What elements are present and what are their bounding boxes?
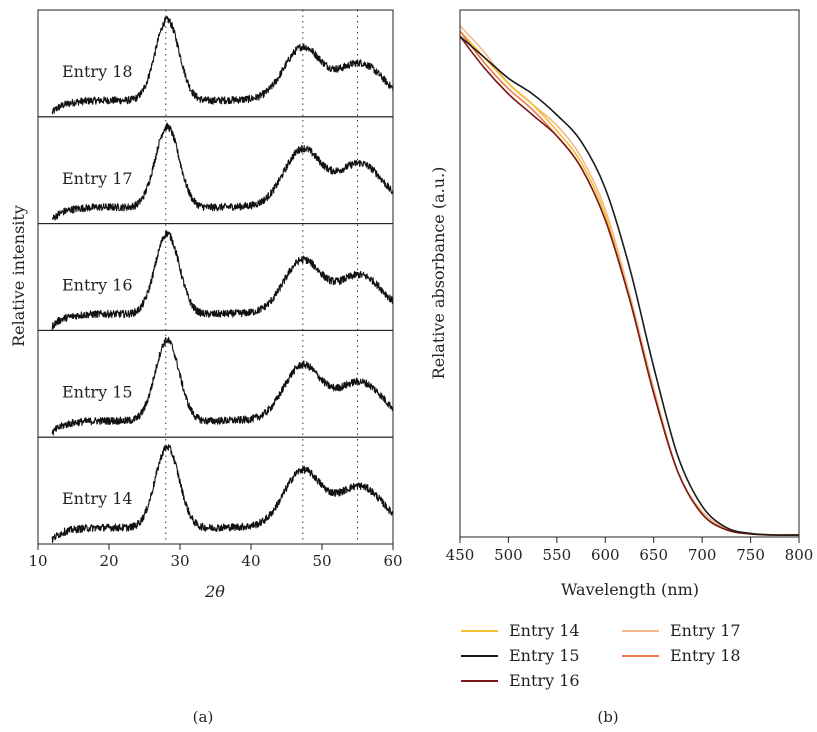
panel-label-b: (b) <box>597 708 618 726</box>
legend-label: Entry 14 <box>509 621 580 640</box>
reference-lines <box>165 10 358 544</box>
xrd-trace-entry-17 <box>51 122 394 221</box>
x-tick-label: 40 <box>241 552 260 570</box>
x-tick-label: 550 <box>543 546 572 564</box>
x-axis-title: Wavelength (nm) <box>561 580 699 599</box>
x-tick-label: 50 <box>312 552 331 570</box>
x-tick-label: 30 <box>170 552 189 570</box>
xrd-trace-entry-15 <box>51 336 394 436</box>
xrd-traces <box>51 15 394 543</box>
xrd-trace-entry-14 <box>51 444 394 543</box>
absorbance-curve-entry-14 <box>459 30 800 536</box>
absorbance-curve-entry-15 <box>459 35 800 536</box>
panel-b-absorbance-chart: 450 500 550 600 650 700 750 800 Wavelength (nm)… <box>429 9 814 726</box>
x-tick-label: 60 <box>383 552 402 570</box>
entry-label: Entry 16 <box>62 276 133 295</box>
legend: Entry 14 Entry 15 Entry 16 Entry 17 Entry 18 <box>461 621 741 690</box>
entry-labels: Entry 18 Entry 17 Entry 16 Entry 15 Entry 14 <box>62 62 133 508</box>
xrd-trace-entry-18 <box>51 15 394 115</box>
x-tick-label: 800 <box>785 546 814 564</box>
x-tick-label: 700 <box>688 546 717 564</box>
x-tick-label: 450 <box>446 546 475 564</box>
x-axis-ticks: 10 20 30 40 50 60 <box>28 544 403 570</box>
x-tick-label: 500 <box>494 546 523 564</box>
entry-label: Entry 15 <box>62 382 133 401</box>
absorbance-curve-entry-17 <box>459 25 800 536</box>
panel-a-xrd-chart: Entry 18 Entry 17 Entry 16 Entry 15 Entry 14… <box>9 9 403 726</box>
x-axis-ticks: 450 500 550 600 650 700 750 800 <box>446 537 814 564</box>
plot-frame <box>459 9 800 538</box>
x-tick-label: 750 <box>736 546 765 564</box>
entry-label: Entry 18 <box>62 62 133 81</box>
x-axis-title: 2θ <box>204 582 225 601</box>
stacked-panel-frames <box>37 9 394 545</box>
legend-label: Entry 17 <box>670 621 741 640</box>
absorbance-curve-entry-18 <box>459 30 800 536</box>
legend-label: Entry 18 <box>670 646 741 665</box>
x-tick-label: 10 <box>28 552 47 570</box>
subpanel-frame <box>37 436 394 545</box>
y-axis-title: Relative absorbance (a.u.) <box>429 167 448 380</box>
x-tick-label: 600 <box>591 546 620 564</box>
absorbance-curves <box>459 25 800 536</box>
entry-label: Entry 14 <box>62 489 133 508</box>
xrd-trace-entry-16 <box>51 230 394 330</box>
legend-label: Entry 16 <box>509 671 580 690</box>
x-tick-label: 650 <box>639 546 668 564</box>
x-tick-label: 20 <box>99 552 118 570</box>
y-axis-title: Relative intensity <box>9 205 28 347</box>
legend-label: Entry 15 <box>509 646 580 665</box>
panel-label-a: (a) <box>193 708 214 726</box>
entry-label: Entry 17 <box>62 169 133 188</box>
absorbance-curve-entry-16 <box>459 35 800 536</box>
